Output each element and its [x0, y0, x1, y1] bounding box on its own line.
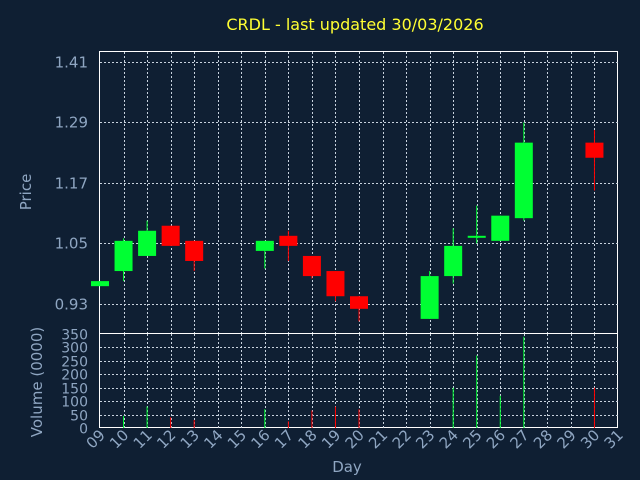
candle-day-23 [420, 271, 439, 319]
y-axis-label: Price [17, 174, 35, 211]
candle-body [467, 235, 486, 238]
volume-tick-label: 200 [61, 368, 88, 384]
candle-day-18 [302, 255, 321, 279]
x-tick-label: 25 [459, 426, 485, 452]
candle-day-12 [161, 225, 180, 246]
price-tick-label: 1.29 [55, 114, 88, 132]
candle-day-24 [444, 228, 463, 284]
x-tick-label: 18 [295, 426, 321, 452]
candle-day-20 [350, 296, 368, 322]
price-frame [99, 51, 618, 334]
x-tick-label: 26 [483, 426, 509, 452]
candle-body [514, 142, 533, 219]
x-tick-label: 23 [412, 426, 438, 452]
candle-day-16 [255, 240, 274, 269]
price-tick-label: 1.41 [55, 54, 88, 72]
candle-body [255, 240, 274, 251]
x-tick-labels: 0910111213141516171819202122232425262728… [83, 426, 627, 452]
candle-day-10 [114, 238, 133, 282]
candle-body [161, 225, 180, 246]
candle-body [302, 255, 321, 277]
candle-day-17 [279, 230, 298, 261]
candle-body [185, 240, 204, 261]
x-tick-label: 21 [365, 426, 391, 452]
volume-tick-label: 100 [61, 395, 88, 411]
volume-tick-label: 250 [61, 355, 88, 371]
price-tick-label: 0.93 [55, 296, 88, 314]
volume-axis-label: Volume (0000) [28, 327, 46, 437]
x-axis-label: Day [332, 458, 362, 476]
candle-body [138, 230, 157, 256]
volume-tick-label: 350 [61, 328, 88, 344]
x-tick-label: 20 [342, 426, 368, 452]
x-tick-label: 13 [177, 426, 203, 452]
volume-tick-label: 150 [61, 382, 88, 398]
candle-body [91, 281, 109, 287]
candles [91, 122, 604, 322]
candle-day-9 [91, 281, 109, 287]
volume-bars [123, 336, 595, 428]
candle-body [491, 215, 510, 241]
x-tick-label: 24 [436, 426, 462, 452]
x-tick-label: 15 [224, 426, 250, 452]
candle-day-27 [514, 122, 533, 221]
x-tick-label: 17 [271, 426, 297, 452]
price-grid [100, 52, 618, 334]
candle-body [350, 296, 368, 309]
price-tick-labels: 0.93 1.05 1.17 1.29 1.41 [55, 54, 88, 314]
candle-body [420, 276, 439, 319]
x-tick-label: 19 [318, 426, 344, 452]
x-tick-label: 12 [153, 426, 179, 452]
candle-body [585, 142, 604, 158]
volume-tick-label: 0 [79, 422, 88, 438]
candle-day-25 [467, 205, 486, 244]
candle-body [114, 240, 133, 272]
candle-body [279, 235, 298, 246]
candle-body [326, 271, 345, 297]
x-tick-label: 11 [130, 426, 156, 452]
price-tick-label: 1.05 [55, 235, 88, 253]
x-tick-label: 29 [554, 426, 580, 452]
volume-tick-label: 300 [61, 341, 88, 357]
candle-day-30 [585, 130, 604, 191]
chart-title: CRDL - last updated 30/03/2026 [226, 15, 483, 34]
candle-day-26 [491, 215, 510, 241]
candle-day-13 [185, 240, 204, 272]
price-panel: 0.93 1.05 1.17 1.29 1.41 [55, 51, 618, 334]
x-tick-label: 28 [530, 426, 556, 452]
volume-tick-label: 50 [70, 409, 88, 425]
x-tick-label: 14 [200, 426, 226, 452]
candle-body [444, 245, 463, 277]
x-tick-label: 31 [601, 426, 627, 452]
x-tick-label: 22 [389, 426, 415, 452]
candle-day-11 [138, 220, 157, 256]
candle-day-19 [326, 271, 345, 302]
x-tick-label: 16 [247, 426, 273, 452]
x-tick-label: 27 [506, 426, 532, 452]
price-tick-label: 1.17 [55, 175, 88, 193]
x-tick-label: 10 [106, 426, 132, 452]
x-tick-label: 30 [577, 426, 603, 452]
